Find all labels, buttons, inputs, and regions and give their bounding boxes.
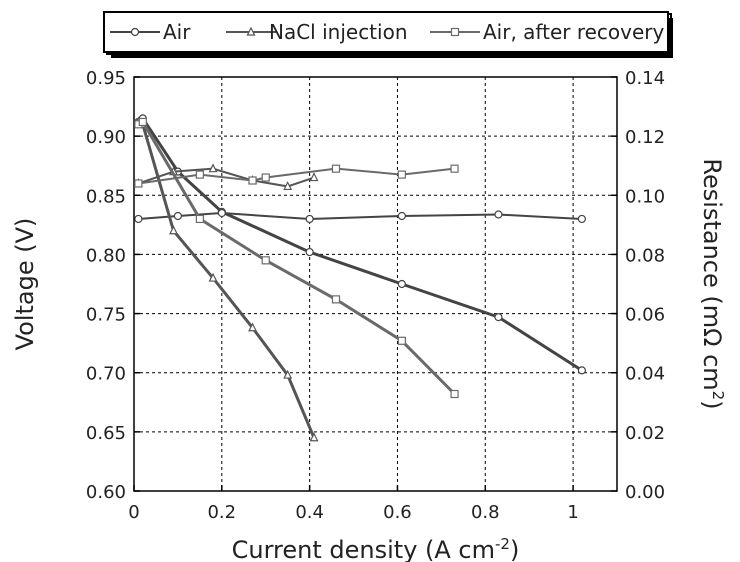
- y-left-tick-label: 0.85: [86, 186, 126, 207]
- legend: [103, 11, 673, 58]
- resistance-point-square: [450, 164, 459, 173]
- x-axis-label-close: ): [510, 536, 519, 562]
- resistance-point-circle: [397, 211, 406, 221]
- resistance-point-square: [195, 170, 204, 179]
- voltage-point-circle: [577, 366, 586, 375]
- voltage-point-circle: [397, 279, 406, 289]
- voltage-point-triangle: [169, 225, 178, 235]
- x-axis-label: Current density (A cm-2): [232, 535, 520, 562]
- series-square: [134, 117, 459, 399]
- legend-label: NaCl injection: [269, 20, 408, 44]
- y-left-tick-label: 0.75: [86, 305, 126, 326]
- resistance-point-triangle: [309, 172, 319, 182]
- legend-marker-square-icon: [450, 27, 460, 37]
- resistance-point-circle: [577, 214, 586, 224]
- x-tick-label: 0.8: [471, 502, 500, 523]
- voltage-point-square: [138, 117, 147, 127]
- resistance-point-square: [397, 170, 406, 179]
- y-right-tick-label: 0.02: [625, 423, 665, 444]
- series-circle: [134, 114, 586, 375]
- legend-item-square: Air, after recovery: [430, 20, 665, 44]
- resistance-point-square: [248, 176, 257, 185]
- voltage-point-triangle: [208, 272, 218, 282]
- y-axis-left-label: Voltage (V): [11, 218, 39, 351]
- legend-label: Air, after recovery: [483, 20, 665, 44]
- resistance-point-circle: [305, 214, 314, 224]
- resistance-line-circle: [138, 212, 582, 220]
- voltage-point-square: [195, 214, 204, 224]
- voltage-point-circle: [494, 313, 503, 322]
- x-tick-label: 0.4: [295, 502, 324, 523]
- y-left-tick-label: 0.65: [86, 423, 126, 444]
- legend-label: Air: [163, 20, 191, 44]
- legend-item-triangle: NaCl injection: [226, 20, 408, 44]
- voltage-point-square: [331, 295, 341, 304]
- voltage-line-square: [137, 119, 456, 396]
- voltage-point-triangle: [283, 369, 293, 379]
- y-axis-right-label-superscript: 2: [709, 391, 727, 401]
- y-left-tick-label: 0.60: [86, 482, 126, 503]
- y-right-tick-label: 0.00: [625, 482, 665, 503]
- voltage-line-triangle: [137, 120, 316, 439]
- y-axis-right-label: Resistance (mΩ cm2): [698, 158, 727, 409]
- y-right-tick-label: 0.04: [625, 364, 665, 385]
- y-axis-right-label-close: ): [698, 400, 726, 409]
- x-tick-label: 0.6: [383, 502, 412, 523]
- voltage-line-circle: [137, 116, 583, 372]
- voltage-point-triangle: [309, 432, 319, 442]
- voltage-point-square: [450, 389, 459, 399]
- resistance-point-circle: [217, 208, 226, 218]
- resistance-point-circle: [134, 214, 143, 224]
- resistance-point-triangle: [208, 163, 218, 173]
- voltage-point-circle: [305, 247, 314, 257]
- resistance-point-circle: [173, 211, 183, 221]
- resistance-point-square: [331, 164, 341, 173]
- y-axis-right-label-text: Resistance (mΩ cm: [698, 158, 726, 390]
- resistance-line-triangle: [138, 167, 315, 188]
- x-axis-label-superscript: -2: [495, 535, 510, 553]
- voltage-point-square: [397, 336, 406, 345]
- x-tick-label: 1: [567, 502, 578, 523]
- y-right-tick-label: 0.12: [625, 127, 665, 148]
- y-left-tick-label: 0.70: [86, 364, 126, 385]
- resistance-point-square: [134, 179, 143, 188]
- voltage-point-triangle: [248, 322, 258, 332]
- plot-area: [133, 76, 618, 492]
- x-tick-label: 0: [128, 502, 139, 523]
- voltage-point-square: [261, 256, 270, 265]
- legend-marker-triangle-icon: [246, 26, 256, 36]
- y-right-tick-label: 0.06: [625, 305, 665, 326]
- y-right-tick-label: 0.08: [625, 245, 665, 266]
- y-right-tick-label: 0.10: [625, 186, 665, 207]
- legend-marker-circle-icon: [130, 27, 140, 37]
- y-left-tick-label: 0.80: [86, 245, 126, 266]
- y-left-tick-label: 0.90: [86, 127, 126, 148]
- x-tick-label: 0.2: [207, 502, 236, 523]
- x-axis-label-text: Current density (A cm: [232, 536, 495, 562]
- series-triangle: [133, 116, 319, 442]
- y-left-tick-label: 0.95: [86, 68, 126, 89]
- resistance-point-triangle: [283, 181, 293, 191]
- resistance-point-circle: [494, 210, 503, 219]
- gridlines: [134, 77, 617, 491]
- legend-item-circle: Air: [110, 20, 191, 44]
- y-right-tick-label: 0.14: [625, 68, 665, 89]
- resistance-point-square: [261, 173, 270, 182]
